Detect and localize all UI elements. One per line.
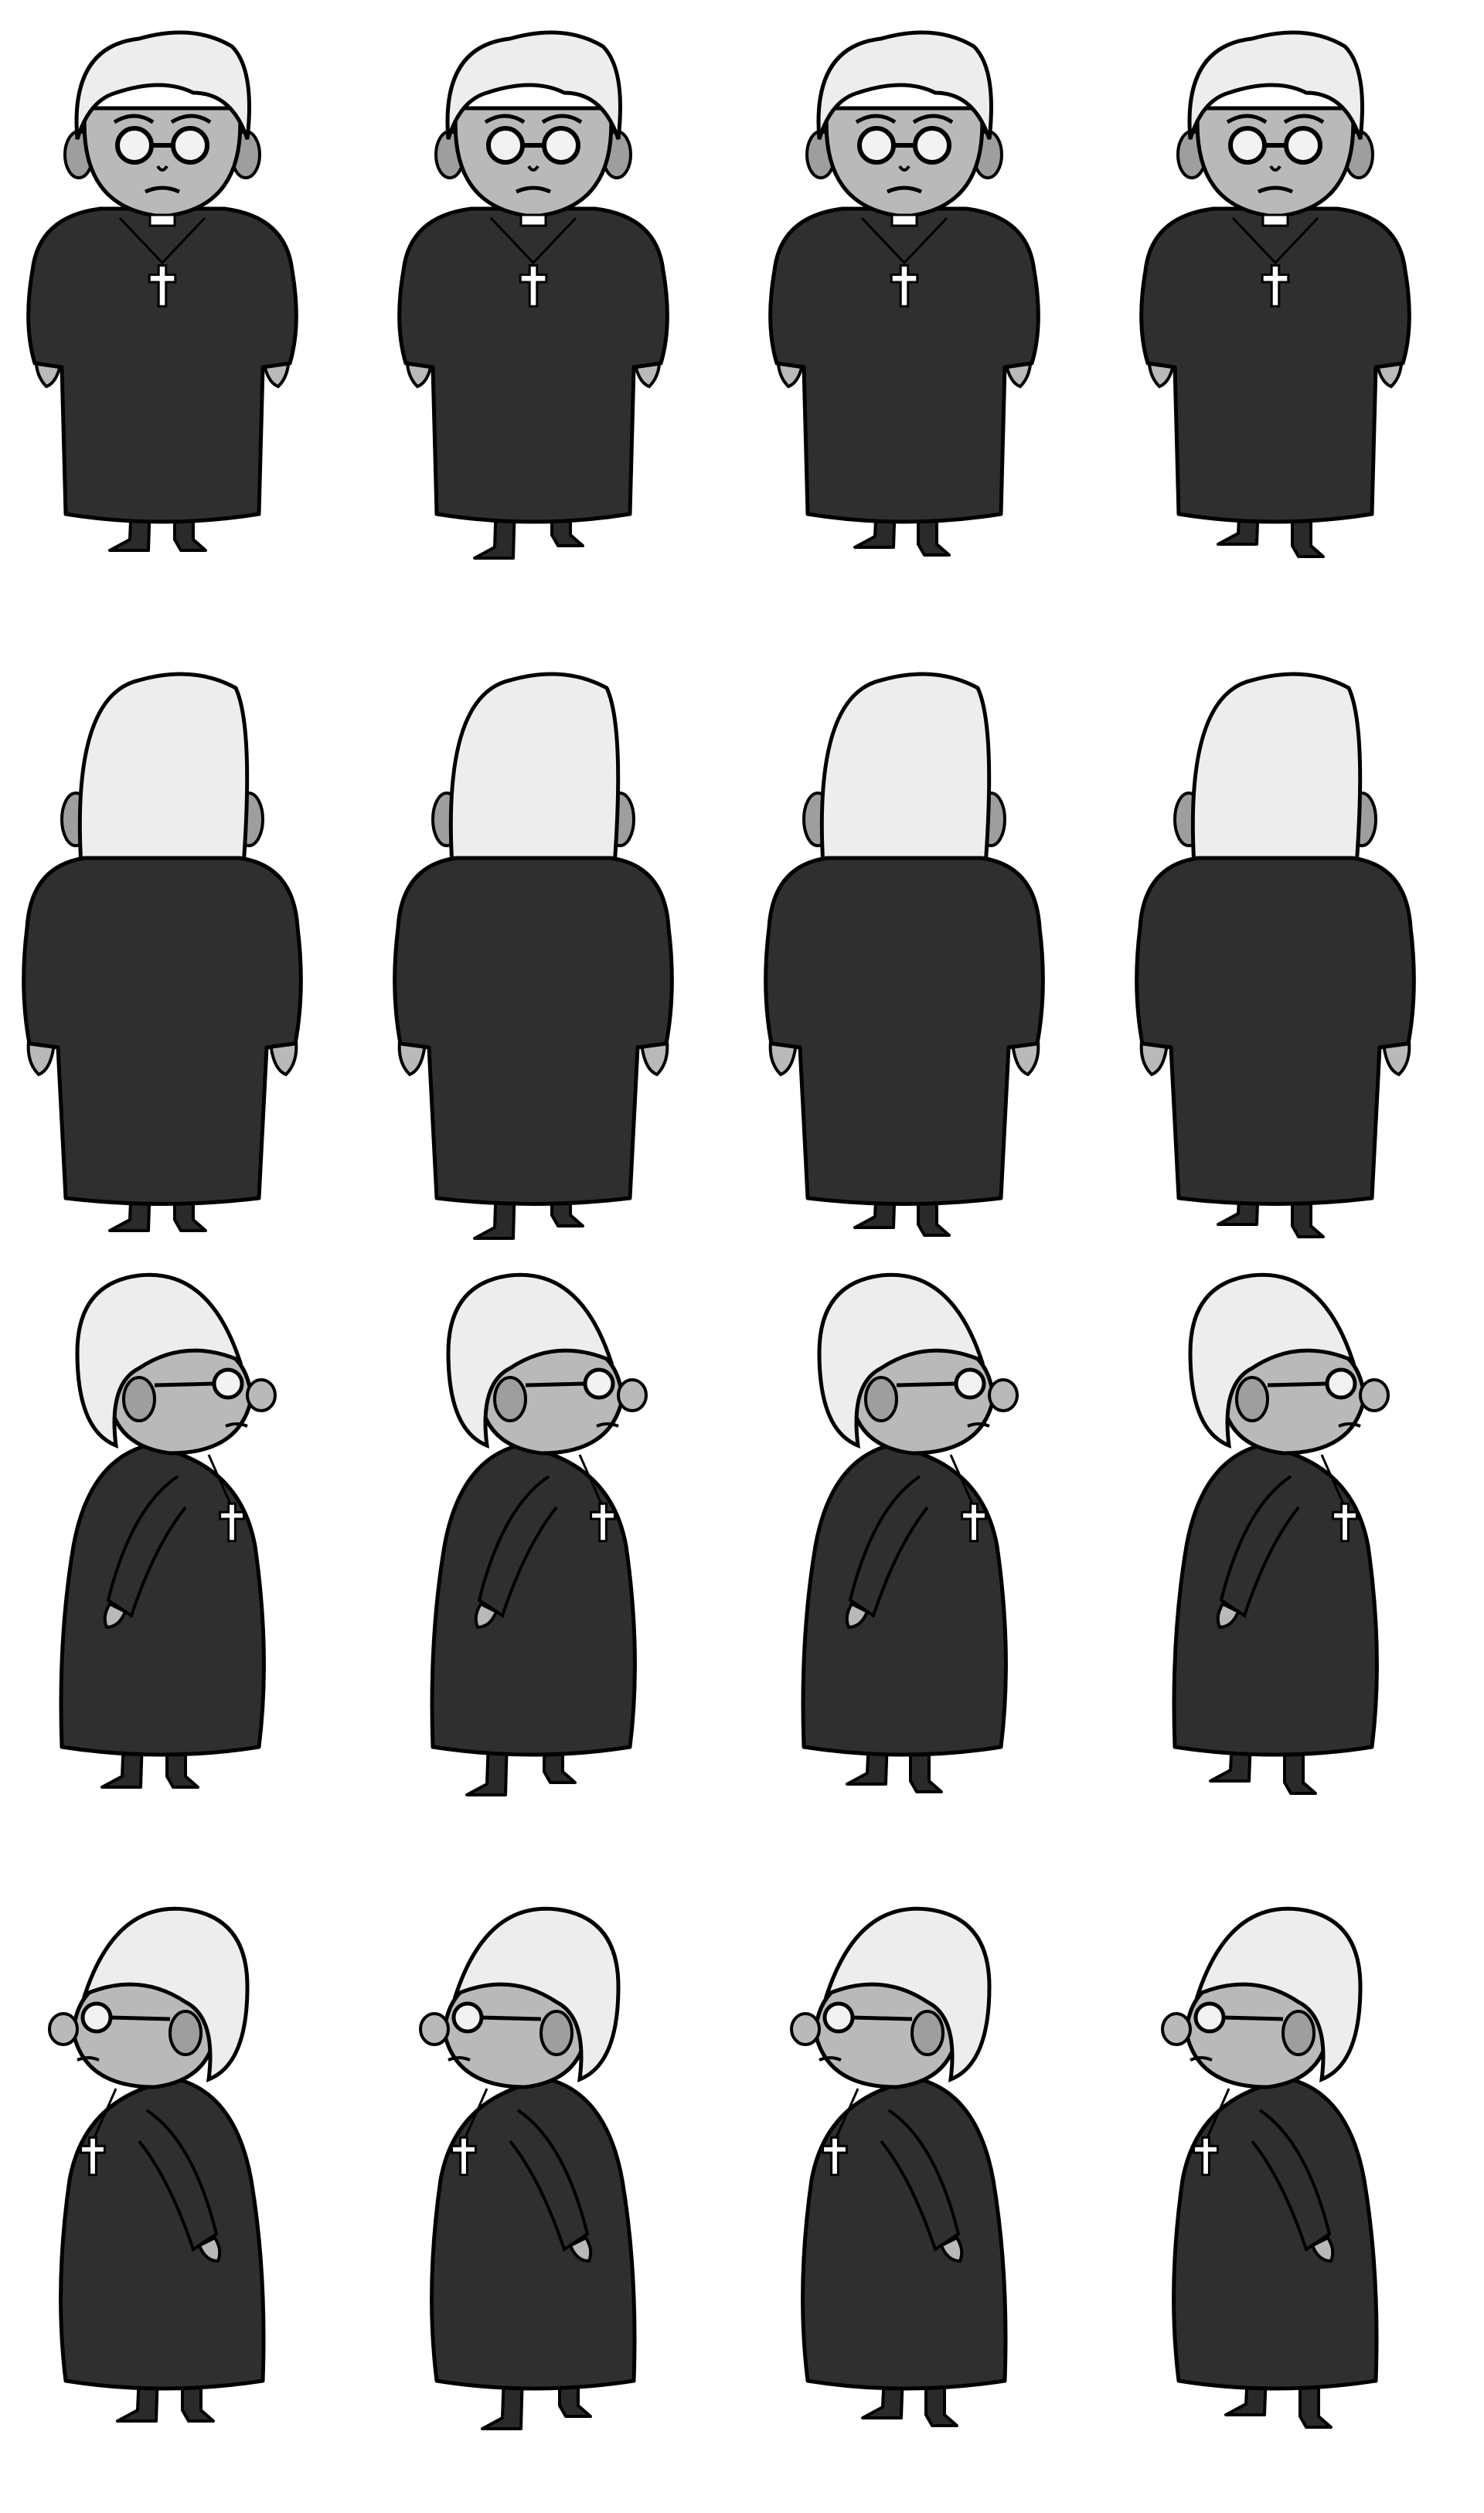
ear <box>1237 1377 1268 1421</box>
sprite-left-frame-3 <box>1174 1275 1388 1793</box>
ear <box>912 2011 943 2055</box>
hair-back <box>1193 674 1360 866</box>
hair-back <box>822 674 989 866</box>
face <box>455 108 611 216</box>
sprite-right-frame-2 <box>791 1909 1006 2426</box>
sprite-left-frame-1 <box>432 1275 646 1795</box>
face <box>826 108 982 216</box>
ear <box>1283 2011 1314 2055</box>
sprite-back-frame-1 <box>395 674 672 1238</box>
robe <box>1142 209 1410 522</box>
nose <box>791 2014 819 2045</box>
sprite-front-frame-2 <box>771 32 1039 555</box>
robe <box>771 209 1039 522</box>
sprite-right-frame-1 <box>420 1909 635 2429</box>
nose <box>618 1380 646 1411</box>
ear <box>495 1377 526 1421</box>
sprite-left-frame-0 <box>61 1275 275 1787</box>
face <box>84 108 240 216</box>
nose <box>49 2014 77 2045</box>
robe-back <box>766 858 1043 1204</box>
collar <box>1263 215 1288 226</box>
ear <box>170 2011 201 2055</box>
collar <box>150 215 175 226</box>
nose <box>989 1380 1017 1411</box>
sprite-back-frame-2 <box>766 674 1043 1235</box>
ear <box>124 1377 155 1421</box>
robe-back <box>24 858 301 1204</box>
nose <box>247 1380 275 1411</box>
hair-back <box>451 674 618 866</box>
sprite-right-frame-0 <box>49 1909 264 2421</box>
robe <box>29 209 297 522</box>
sprite-front-frame-1 <box>400 32 668 558</box>
nose <box>1162 2014 1190 2045</box>
face <box>1197 108 1353 216</box>
hair-back <box>80 674 247 866</box>
nose <box>1360 1380 1388 1411</box>
collar <box>892 215 917 226</box>
sprite-back-frame-3 <box>1137 674 1414 1237</box>
sprite-right-frame-3 <box>1162 1909 1377 2427</box>
robe-back <box>1137 858 1414 1204</box>
sprite-front-frame-3 <box>1142 32 1410 557</box>
sprite-front-frame-0 <box>29 32 297 550</box>
sprite-back-frame-0 <box>24 674 301 1231</box>
ear <box>541 2011 572 2055</box>
robe-back <box>395 858 672 1204</box>
ear <box>866 1377 897 1421</box>
collar <box>521 215 546 226</box>
sprite-left-frame-2 <box>803 1275 1017 1792</box>
robe <box>400 209 668 522</box>
nose <box>420 2014 448 2045</box>
